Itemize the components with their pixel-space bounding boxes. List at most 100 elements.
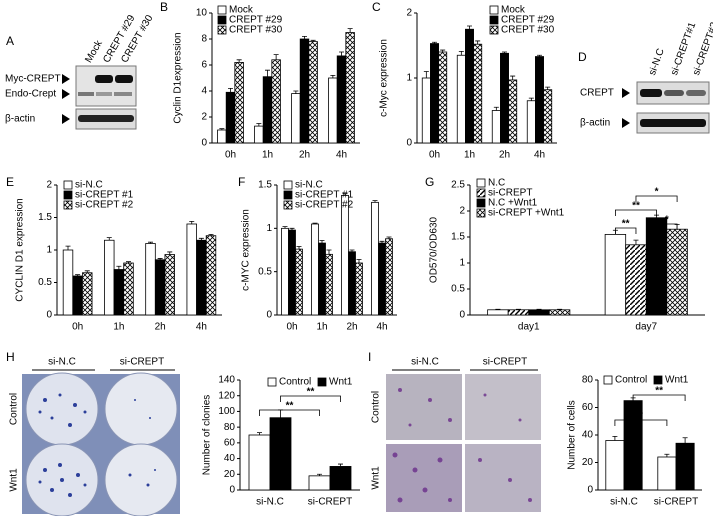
- bar: [657, 456, 677, 491]
- y-tick-label: 0: [46, 310, 52, 321]
- bar: [164, 254, 175, 316]
- error-bar: [664, 453, 670, 457]
- error-bar: [633, 239, 639, 245]
- x-tick-label: 0h: [225, 150, 236, 161]
- y-tick-label: 0: [459, 310, 465, 321]
- bar: [487, 309, 509, 316]
- error-bar: [167, 251, 173, 255]
- x-tick-label: 1h: [262, 150, 273, 161]
- y-tick-label: 2.5: [451, 180, 465, 191]
- error-bar: [265, 69, 270, 77]
- bar: [456, 54, 466, 144]
- error-bar: [330, 75, 336, 78]
- bar: [217, 129, 227, 144]
- legend-swatch: [217, 5, 227, 15]
- bar: [675, 442, 695, 491]
- error-bar: [296, 246, 302, 250]
- panel-label: C: [372, 0, 381, 14]
- x-tick-label: 2h: [155, 322, 166, 333]
- y-tick-label: 8: [201, 34, 207, 45]
- bar: [82, 272, 93, 316]
- error-bar: [278, 409, 283, 418]
- y-axis-label: c-MYC expression: [241, 209, 252, 291]
- bar: [528, 309, 550, 316]
- bar: [491, 110, 501, 144]
- bar: [311, 223, 319, 316]
- photo-column: si-CREPT: [483, 357, 527, 368]
- bar: [254, 125, 264, 144]
- bar: [281, 227, 289, 316]
- x-tick-label: day1: [518, 322, 540, 333]
- error-bar: [273, 54, 279, 60]
- legend-label: CREPT #29: [229, 15, 283, 26]
- x-tick-label: 4h: [196, 322, 207, 333]
- panel-label: F: [238, 175, 245, 189]
- bar: [645, 217, 668, 316]
- panel-label: I: [368, 350, 371, 364]
- bar: [438, 51, 448, 144]
- y-tick-label: 1: [46, 245, 52, 256]
- y-tick-label: 140: [218, 375, 235, 386]
- y-tick-label: 20: [224, 469, 236, 480]
- legend-swatch: [489, 5, 499, 15]
- legend-swatch: [489, 25, 499, 35]
- error-bar: [293, 90, 299, 94]
- x-tick-label: 4h: [534, 150, 545, 161]
- bar: [262, 76, 273, 144]
- y-axis-label: Cyclin D1expression: [173, 32, 184, 123]
- photo-row: Wnt1: [371, 466, 382, 490]
- legend-swatch: [283, 190, 293, 200]
- annotation-bracket: [635, 195, 678, 202]
- blot-d: si-N.C si-CREPT#1 si-CREPT#2 CREPT β-act…: [580, 21, 713, 134]
- annotation-bracket: [615, 209, 657, 216]
- y-tick-label: 120: [218, 390, 235, 401]
- x-tick-label: 2h: [346, 322, 357, 333]
- photo-row: Wnt1: [9, 468, 20, 492]
- error-bar: [157, 258, 163, 260]
- legend-swatch: [476, 188, 486, 198]
- y-tick-label: 2: [406, 8, 412, 19]
- bar: [295, 248, 303, 316]
- photo-i: si-N.C si-CREPT Control Wnt1: [371, 357, 541, 512]
- y-tick-label: 10: [196, 8, 208, 19]
- y-tick-label: 60: [582, 402, 594, 413]
- bar: [604, 233, 627, 316]
- error-bar: [84, 270, 90, 273]
- y-tick-label: 0.5: [451, 284, 465, 295]
- error-bar: [312, 222, 318, 224]
- legend-swatch: [489, 15, 499, 25]
- legend-swatch: [267, 377, 277, 387]
- panel-label: B: [160, 0, 168, 14]
- error-bar: [536, 308, 542, 310]
- annotation-bracket: [280, 395, 341, 402]
- panel-label: H: [6, 350, 15, 364]
- error-bar: [537, 54, 542, 57]
- error-bar: [339, 51, 344, 56]
- photo-h: si-N.C si-CREPT Control Wnt1: [9, 357, 180, 516]
- bar: [318, 242, 326, 316]
- error-bar: [493, 106, 499, 111]
- x-tick-label: 4h: [376, 322, 387, 333]
- y-tick-label: 1.5: [258, 180, 272, 191]
- bar: [72, 275, 83, 316]
- bar: [355, 262, 363, 316]
- x-tick-label: 1h: [316, 322, 327, 333]
- bar: [548, 309, 571, 316]
- legend-swatch: [283, 180, 293, 190]
- legend-label: si-CREPT #1: [75, 190, 134, 201]
- x-tick-label: 2h: [299, 150, 310, 161]
- y-tick-label: 0.5: [38, 277, 52, 288]
- legend-label: si-CREPT #2: [295, 200, 354, 211]
- y-tick-label: 2: [46, 180, 52, 191]
- annotation-bracket: [259, 409, 320, 416]
- bar: [154, 259, 166, 316]
- error-bar: [440, 49, 446, 52]
- x-tick-label: si-N.C: [610, 497, 638, 508]
- bar: [62, 249, 74, 316]
- bar: [378, 242, 386, 316]
- error-bar: [256, 123, 262, 127]
- legend-label: si-N.C: [75, 180, 103, 191]
- legend-label: si-CREPT #2: [75, 200, 134, 211]
- y-axis-label: Number of clonies: [202, 395, 213, 476]
- y-tick-label: 100: [218, 406, 235, 417]
